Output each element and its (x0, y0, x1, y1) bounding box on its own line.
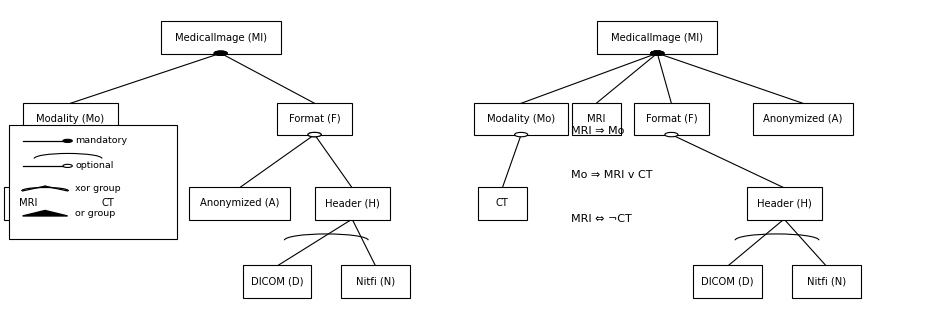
Circle shape (214, 51, 227, 55)
FancyBboxPatch shape (474, 103, 568, 135)
Circle shape (214, 51, 227, 55)
FancyBboxPatch shape (242, 265, 312, 298)
Circle shape (63, 164, 72, 167)
Text: mandatory: mandatory (75, 136, 128, 145)
Circle shape (651, 51, 664, 55)
Circle shape (515, 132, 528, 137)
Text: Format (F): Format (F) (289, 114, 340, 124)
FancyBboxPatch shape (84, 187, 132, 220)
Text: xor group: xor group (75, 184, 121, 193)
Text: Mo ⇒ MRI v CT: Mo ⇒ MRI v CT (571, 170, 653, 180)
FancyBboxPatch shape (189, 187, 290, 220)
Circle shape (308, 132, 321, 137)
Text: or group: or group (75, 209, 115, 218)
FancyBboxPatch shape (9, 125, 177, 239)
Text: MRI ⇒ Mo: MRI ⇒ Mo (571, 126, 624, 136)
Circle shape (63, 139, 72, 142)
Text: MRI: MRI (19, 198, 38, 208)
Polygon shape (23, 210, 68, 216)
Text: MRI: MRI (587, 114, 606, 124)
Text: optional: optional (75, 162, 114, 170)
Circle shape (651, 51, 664, 55)
FancyBboxPatch shape (792, 265, 861, 298)
Text: MRI ⇔ ¬CT: MRI ⇔ ¬CT (571, 214, 632, 224)
FancyBboxPatch shape (4, 187, 53, 220)
Text: Anonymized (A): Anonymized (A) (763, 114, 842, 124)
FancyBboxPatch shape (341, 265, 410, 298)
Text: Anonymized (A): Anonymized (A) (200, 198, 279, 208)
FancyBboxPatch shape (634, 103, 709, 135)
Text: Nitfi (N): Nitfi (N) (807, 277, 846, 287)
Text: CT: CT (101, 198, 115, 208)
FancyBboxPatch shape (161, 21, 281, 54)
FancyBboxPatch shape (572, 103, 621, 135)
FancyBboxPatch shape (478, 187, 527, 220)
FancyBboxPatch shape (277, 103, 352, 135)
Text: MedicalImage (MI): MedicalImage (MI) (611, 33, 703, 43)
FancyBboxPatch shape (693, 265, 762, 298)
Text: DICOM (D): DICOM (D) (701, 277, 754, 287)
FancyBboxPatch shape (597, 21, 717, 54)
Text: CT: CT (496, 198, 509, 208)
Text: Format (F): Format (F) (646, 114, 697, 124)
FancyBboxPatch shape (315, 187, 390, 220)
Circle shape (651, 51, 664, 55)
FancyBboxPatch shape (747, 187, 822, 220)
Circle shape (665, 132, 678, 137)
FancyBboxPatch shape (23, 103, 117, 135)
Circle shape (651, 51, 664, 55)
Circle shape (308, 132, 321, 137)
Text: Modality (Mo): Modality (Mo) (487, 114, 555, 124)
Text: Nitfi (N): Nitfi (N) (356, 277, 395, 287)
FancyBboxPatch shape (752, 103, 854, 135)
Text: DICOM (D): DICOM (D) (251, 277, 303, 287)
Text: Header (H): Header (H) (757, 198, 811, 208)
Text: Header (H): Header (H) (325, 198, 379, 208)
Text: Modality (Mo): Modality (Mo) (37, 114, 104, 124)
Text: MedicalImage (MI): MedicalImage (MI) (175, 33, 267, 43)
